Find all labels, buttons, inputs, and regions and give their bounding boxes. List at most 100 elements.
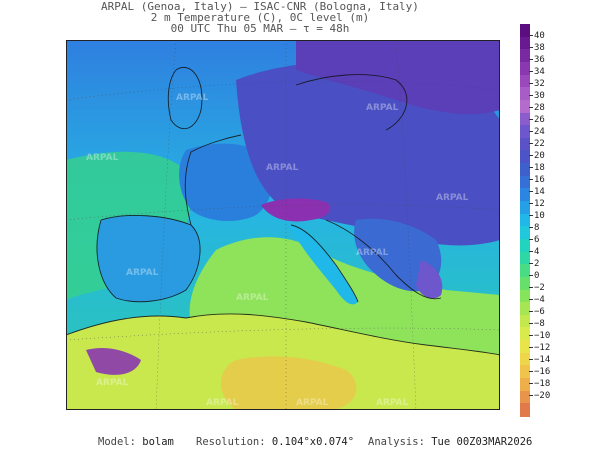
- colorbar-tick-label: 2: [528, 259, 540, 269]
- colorbar-tick-label: 24: [529, 127, 545, 137]
- colorbar-segment: [520, 352, 530, 366]
- colorbar-segment: [520, 24, 530, 38]
- colorbar-tick-label: 36: [529, 55, 545, 65]
- colorbar-tick-label: 6: [528, 235, 540, 245]
- colorbar-tick-label: 26: [529, 115, 545, 125]
- coastline-iberia: [96, 214, 201, 303]
- sahara-warm-area: [221, 356, 357, 410]
- colorbar-tick-label: 12: [529, 199, 545, 209]
- colorbar-tick-label: 22: [529, 139, 545, 149]
- footer-resolution-value: 0.104°x0.074°: [271, 436, 355, 448]
- colorbar-segment: [520, 327, 530, 341]
- footer-resolution-label: Resolution:: [196, 436, 266, 448]
- colorbar-tick-label: 8: [528, 223, 540, 233]
- colorbar-segment: [520, 150, 530, 164]
- alps-cold-area: [261, 198, 331, 222]
- temperature-map: ARPAL ARPAL ARPAL ARPAL ARPAL ARPAL ARPA…: [66, 40, 500, 410]
- colorbar-segment: [520, 201, 530, 215]
- map-title-line3: 00 UTC Thu 05 MAR – τ = 48h: [170, 22, 350, 35]
- colorbar-segment: [520, 188, 530, 202]
- colorbar-tick-label: −10: [528, 331, 551, 341]
- colorbar-tick-label: −20: [528, 391, 551, 401]
- colorbar-segment: [520, 87, 530, 101]
- map-watermark: ARPAL: [296, 398, 329, 408]
- colorbar-segment: [520, 137, 530, 152]
- footer-resolution: Resolution: 0.104°x0.074°: [196, 436, 354, 448]
- colorbar-segment: [520, 125, 530, 139]
- colorbar-tick-label: −12: [528, 343, 551, 353]
- colorbar-segment: [520, 226, 530, 240]
- footer-analysis: Analysis: Tue 00Z03MAR2026: [368, 436, 532, 448]
- colorbar-segment: [520, 251, 530, 265]
- colorbar-segment: [520, 340, 530, 354]
- coastline-italy: [290, 224, 359, 303]
- colorbar-tick-label: 28: [529, 103, 545, 113]
- footer-model-value: bolam: [142, 436, 174, 448]
- coastline-britain: [167, 67, 203, 130]
- colorbar-tick-label: 34: [529, 67, 545, 77]
- colorbar-segment: [520, 264, 530, 278]
- colorbar-segment: [520, 238, 530, 253]
- colorbar-segment: [520, 36, 530, 50]
- colorbar-segment: [520, 49, 530, 63]
- colorbar-segment: [520, 175, 530, 189]
- colorbar-segment: [520, 61, 530, 76]
- map-watermark: ARPAL: [356, 248, 389, 258]
- map-watermark: ARPAL: [366, 103, 399, 113]
- graticule-line: [395, 40, 417, 410]
- colorbar-tick-label: 10: [529, 211, 545, 221]
- footer-analysis-value: Tue 00Z03MAR2026: [431, 436, 533, 448]
- greece-cold-area: [416, 260, 443, 299]
- footer-model-label: Model:: [98, 436, 136, 448]
- map-watermark: ARPAL: [126, 268, 159, 278]
- colorbar-tick-label: −18: [528, 379, 551, 389]
- graticule-line: [66, 204, 500, 221]
- colorbar-tick-label: 18: [529, 163, 545, 173]
- map-watermark: ARPAL: [96, 378, 129, 388]
- colorbar-tick-label: 30: [529, 91, 545, 101]
- colorbar-tick-label: −4: [529, 295, 545, 305]
- footer-analysis-label: Analysis:: [368, 436, 425, 448]
- coastline-africa: [66, 313, 500, 356]
- colorbar-segment: [520, 314, 530, 329]
- colorbar-tick-label: 32: [529, 79, 545, 89]
- colorbar-tick-label: 14: [529, 187, 545, 197]
- iberia-area: [96, 215, 201, 302]
- colorbar-segment: [520, 99, 530, 114]
- colorbar-segment: [520, 403, 530, 417]
- colorbar-segment: [520, 213, 530, 227]
- colorbar-segment: [520, 390, 530, 404]
- map-watermark: ARPAL: [236, 293, 269, 303]
- colorbar-tick-label: 40: [529, 31, 545, 41]
- temperature-colorbar: [520, 24, 530, 417]
- colorbar-segment: [520, 378, 530, 392]
- coastline-france: [184, 134, 242, 226]
- graticule-line: [66, 327, 500, 341]
- colorbar-tick-label: −6: [529, 307, 545, 317]
- map-watermark: ARPAL: [86, 153, 119, 163]
- colorbar-tick-label: −2: [529, 283, 545, 293]
- colorbar-tick-label: 20: [529, 151, 545, 161]
- italy-area: [290, 225, 358, 305]
- map-watermark: ARPAL: [176, 93, 209, 103]
- map-watermark: ARPAL: [266, 163, 299, 173]
- atlas-cold-area: [86, 348, 141, 375]
- colorbar-segment: [520, 289, 530, 303]
- colorbar-segment: [520, 163, 530, 177]
- scandinavia-cold-area: [296, 40, 500, 115]
- france-area: [179, 143, 274, 222]
- coastline-balkans: [325, 219, 442, 300]
- colorbar-segment: [520, 302, 530, 316]
- colorbar-tick-label: 16: [529, 175, 545, 185]
- colorbar-tick-label: 38: [529, 43, 545, 53]
- colorbar-tick-label: 0: [528, 271, 540, 281]
- colorbar-tick-label: 4: [528, 247, 540, 257]
- map-watermark: ARPAL: [206, 398, 239, 408]
- colorbar-segment: [520, 74, 530, 88]
- map-watermark: ARPAL: [376, 398, 409, 408]
- colorbar-segment: [520, 112, 530, 126]
- map-title-line1: ARPAL (Genoa, Italy) – ISAC-CNR (Bologna…: [101, 0, 419, 13]
- colorbar-segment: [520, 276, 530, 291]
- coastline-baltic: [295, 74, 408, 131]
- map-frame: [66, 40, 500, 410]
